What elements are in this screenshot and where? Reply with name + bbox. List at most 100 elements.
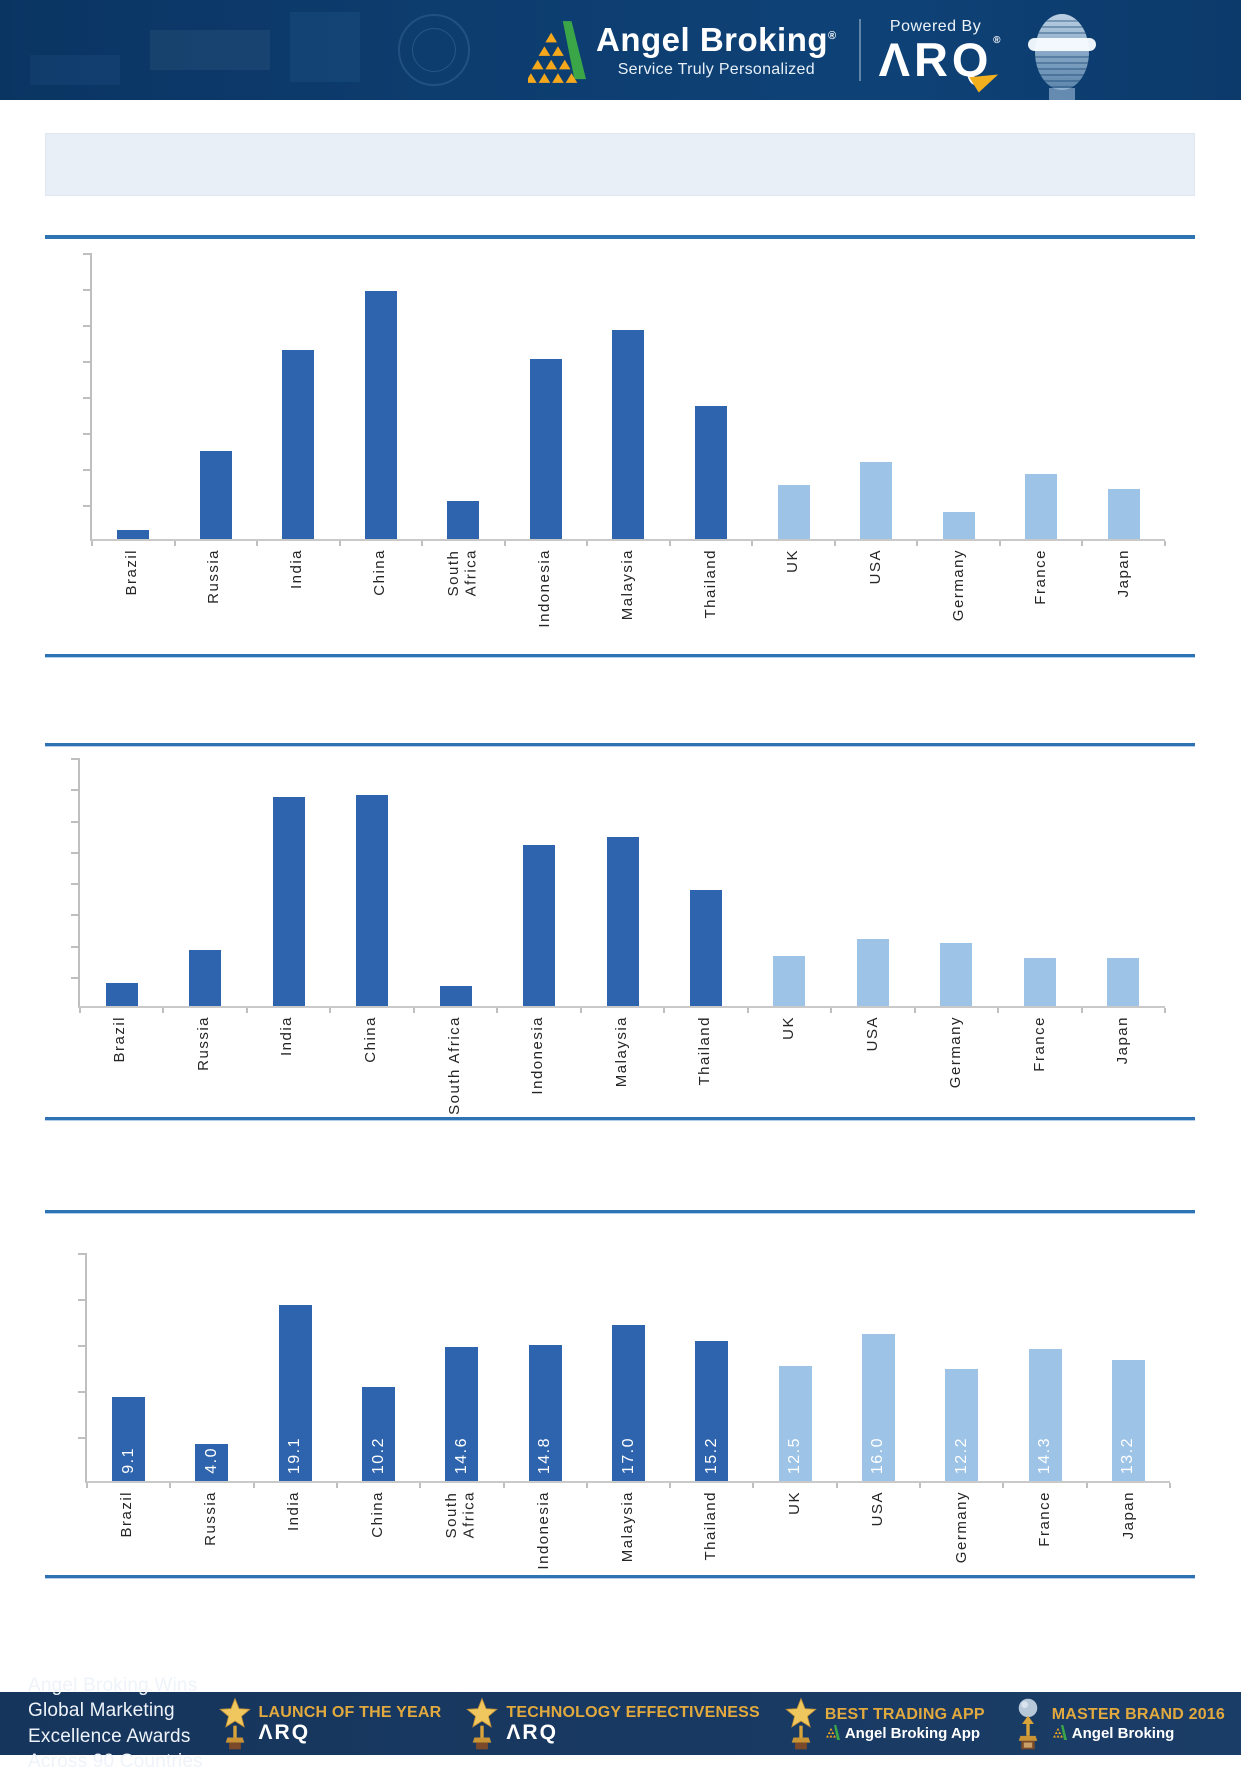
x-label-cell: Brazil [90, 549, 173, 654]
x-label-cell: UK [747, 1016, 831, 1121]
x-axis-tick [1002, 1483, 1005, 1488]
bar-malaysia [612, 330, 645, 539]
bar-south-africa [439, 986, 472, 1006]
x-label-south-africa: South Africa [445, 1016, 463, 1115]
bar-value-label: 15.2 [702, 1436, 720, 1474]
x-label-south-africa: South Africa [443, 1491, 478, 1539]
x-label-russia: Russia [205, 549, 223, 604]
bar-value-label-wrap: 4.0 [195, 1447, 228, 1474]
circuit-square-decoration [150, 30, 270, 70]
x-axis-tick [245, 1008, 248, 1013]
x-label-cell: Malaysia [586, 1491, 669, 1576]
x-axis-tick [421, 541, 424, 546]
x-label-cell: South Africa [421, 549, 504, 654]
x-label-malaysia: Malaysia [618, 1491, 636, 1563]
star-trophy-icon [218, 1697, 251, 1749]
x-label-cell: UK [753, 1491, 836, 1576]
x-axis-tick [586, 541, 589, 546]
x-axis-tick [256, 541, 259, 546]
x-axis-tick [79, 1008, 81, 1013]
x-label-cell: Russia [173, 549, 256, 654]
bar-slot [1082, 758, 1165, 1006]
y-axis-tick [83, 361, 91, 363]
x-axis-tick [91, 541, 93, 546]
bar-slot [414, 758, 497, 1006]
y-axis-tick [83, 505, 91, 507]
bar-usa [856, 939, 889, 1006]
x-axis-tick [1085, 1483, 1088, 1488]
award-title: MASTER BRAND 2016 [1051, 1705, 1225, 1723]
bar-slot [257, 253, 340, 539]
bar-china [356, 795, 389, 1006]
x-label-cell: France [1003, 1491, 1086, 1576]
x-label-thailand: Thailand [696, 1016, 714, 1086]
bar-malaysia: 17.0 [612, 1325, 646, 1481]
y-axis-tick [71, 758, 79, 760]
bar-slot [670, 253, 753, 539]
bar-value-label-wrap: 14.3 [1029, 1437, 1062, 1474]
y-axis-tick [78, 1437, 86, 1439]
x-axis-tick [585, 1483, 588, 1488]
bar-germany: 12.2 [945, 1369, 979, 1481]
bar-slot: 14.3 [1003, 1253, 1086, 1481]
bar-value-label-wrap: 9.1 [112, 1447, 145, 1474]
x-label-cell: Germany [914, 1016, 998, 1121]
bar-slot [92, 253, 175, 539]
x-label-india: India [285, 1491, 303, 1532]
award-launch-of-the-year: LAUNCH OF THE YEAR ΛRQ [218, 1697, 442, 1751]
x-label-cell: Thailand [669, 1491, 752, 1576]
bar-russia [189, 950, 222, 1006]
award-title: LAUNCH OF THE YEAR [258, 1704, 442, 1722]
star-trophy-icon [466, 1697, 499, 1749]
x-label-china: China [362, 1016, 379, 1063]
bar-value-label: 14.6 [452, 1436, 470, 1474]
award-technology-effectiveness: TECHNOLOGY EFFECTIVENESS ΛRQ [465, 1697, 760, 1751]
angel-broking-mini-logo-icon [1052, 1725, 1067, 1740]
bar-value-label: 17.0 [619, 1436, 637, 1474]
bar-value-label-wrap: 16.0 [862, 1437, 895, 1474]
bar-slot: 19.1 [254, 1253, 337, 1481]
x-axis-tick [669, 1483, 672, 1488]
bar-value-label-wrap: 12.2 [945, 1437, 978, 1474]
x-label-cell: Russia [162, 1016, 246, 1121]
x-axis-tick [998, 541, 1001, 546]
x-axis-tick [746, 1008, 749, 1013]
award-best-trading-app: BEST TRADING APP Angel Broking App [784, 1697, 985, 1751]
x-axis-labels: Brazil Russia India China South Africa Indone… [78, 1016, 1165, 1121]
bar-slot [175, 253, 258, 539]
x-label-indonesia: Indonesia [536, 549, 554, 628]
x-label-cell: Japan [1087, 1491, 1170, 1576]
arq-logo-text: ΛRQ [878, 32, 993, 86]
bar-germany [940, 943, 973, 1006]
x-label-china: China [368, 1491, 386, 1538]
header-divider [858, 19, 861, 81]
x-axis-tick [579, 1008, 582, 1013]
bar-slot [330, 758, 413, 1006]
bar-usa [860, 462, 893, 539]
award-subtitle: Angel Broking [1071, 1724, 1175, 1742]
x-label-cell: Japan [1082, 549, 1165, 654]
y-axis-tick [78, 1345, 86, 1347]
x-label-germany: Germany [952, 1491, 970, 1564]
x-label-uk: UK [784, 549, 802, 573]
x-label-france: France [1030, 1016, 1048, 1072]
bar-france: 14.3 [1028, 1349, 1062, 1481]
y-axis-tick [71, 945, 79, 948]
bar-usa: 16.0 [861, 1334, 895, 1481]
circuit-square-decoration [290, 12, 360, 82]
x-label-china: China [370, 549, 388, 596]
bar-slot: 4.0 [170, 1253, 253, 1481]
bar-japan: 13.2 [1111, 1360, 1145, 1481]
x-label-cell: China [338, 549, 421, 654]
bar-slot: 14.6 [420, 1253, 503, 1481]
x-label-india: India [288, 549, 306, 590]
x-axis-labels: Brazil Russia India China South Africa Indone… [90, 549, 1165, 654]
y-axis-tick [71, 883, 79, 885]
x-label-cell: Germany [920, 1491, 1003, 1576]
bar-value-label-wrap: 17.0 [612, 1437, 645, 1474]
chart-3-country-bar-chart: 9.1 4.0 19.1 10.2 14.6 14.8 17.0 15.2 12.5 16.0 12… [78, 1253, 1171, 1576]
title-banner [45, 133, 1195, 196]
x-label-uk: UK [785, 1491, 803, 1515]
x-axis-tick [1081, 541, 1084, 546]
x-axis-tick [338, 541, 341, 546]
